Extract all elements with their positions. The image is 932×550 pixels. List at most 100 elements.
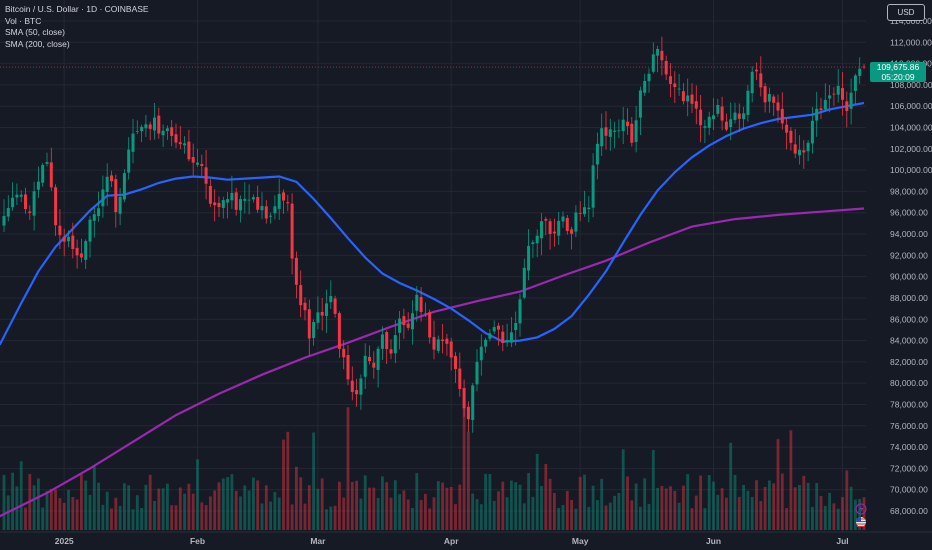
lightning-icon[interactable] xyxy=(855,503,867,515)
candle xyxy=(333,295,337,318)
volume-bar xyxy=(510,480,513,530)
candle-body xyxy=(131,133,135,152)
candle xyxy=(19,190,23,202)
candle xyxy=(174,123,178,149)
candle-body xyxy=(247,199,251,201)
volume-bar xyxy=(295,466,298,530)
candle xyxy=(724,113,728,132)
volume-indicator-label[interactable]: Vol · BTC xyxy=(5,15,42,26)
symbol-title[interactable]: Bitcoin / U.S. Dollar · 1D · COINBASE xyxy=(5,4,149,14)
candle-body xyxy=(484,339,488,347)
candle xyxy=(690,83,694,113)
candle xyxy=(161,124,165,147)
candle xyxy=(398,310,402,350)
candle xyxy=(798,135,801,165)
price-tick-label: 98,000.00 xyxy=(890,186,928,196)
candle xyxy=(836,68,840,103)
candle-body xyxy=(415,294,419,311)
candle xyxy=(385,330,389,364)
currency-button[interactable]: USD xyxy=(887,4,925,21)
volume-bar xyxy=(368,487,371,530)
candle-body xyxy=(88,219,92,242)
candle xyxy=(290,193,294,275)
candle xyxy=(84,239,88,269)
candlesticks[interactable] xyxy=(2,36,866,433)
candle-body xyxy=(75,247,79,256)
candle xyxy=(303,297,307,321)
volume-bar xyxy=(148,474,152,530)
last-price-label: 109,675.86 05:20:09 xyxy=(870,62,926,83)
volume-bar xyxy=(737,496,741,530)
us-flag-icon[interactable] xyxy=(856,517,866,528)
sma-200-label[interactable]: SMA (200, close) xyxy=(5,38,70,49)
time-axis[interactable]: 2025 Feb Mar Apr May Jun Jul xyxy=(55,536,849,546)
sma-50-label[interactable]: SMA (50, close) xyxy=(5,27,65,37)
candle-body xyxy=(531,242,535,244)
candle-body xyxy=(84,241,88,260)
candle xyxy=(135,120,139,135)
price-tick-label: 106,000.00 xyxy=(890,101,932,111)
candle-body xyxy=(385,332,389,350)
candle-body xyxy=(479,346,483,361)
volume-bar xyxy=(110,508,113,530)
candle xyxy=(591,153,595,218)
candle-body xyxy=(849,92,853,109)
candle xyxy=(841,72,844,116)
volume-bar xyxy=(548,478,552,530)
candle xyxy=(325,289,328,333)
volume-bar xyxy=(819,496,823,530)
candle-body xyxy=(441,339,445,342)
volume-bar xyxy=(273,492,277,530)
candle-body xyxy=(217,202,221,208)
candle xyxy=(114,174,118,228)
candle-body xyxy=(372,362,376,368)
sma-200-line xyxy=(0,207,865,518)
candle xyxy=(337,311,341,358)
candle-body xyxy=(105,176,109,192)
candle xyxy=(368,345,371,365)
candle xyxy=(282,189,285,214)
candle xyxy=(475,349,479,392)
volume-bar xyxy=(742,484,745,530)
candle-body xyxy=(187,141,191,160)
candle-body xyxy=(828,95,832,99)
candle xyxy=(165,125,169,140)
candle-body xyxy=(19,194,23,197)
candle xyxy=(419,287,423,322)
candle-body xyxy=(380,334,384,349)
volume-bar xyxy=(828,492,831,530)
candle xyxy=(651,42,655,74)
volume-bar xyxy=(479,504,483,530)
volume-bar xyxy=(183,493,186,530)
candle-body xyxy=(15,194,19,198)
candle xyxy=(810,107,814,154)
candle xyxy=(54,184,58,236)
candle-body xyxy=(595,143,599,165)
candle-body xyxy=(669,76,672,84)
candle xyxy=(454,351,457,383)
time-tick-label: Mar xyxy=(310,536,326,546)
volume-bar xyxy=(97,482,100,530)
candle xyxy=(471,383,475,433)
candle xyxy=(669,63,672,98)
volume-bar xyxy=(815,483,819,530)
candle-body xyxy=(269,215,273,217)
volume-bar xyxy=(286,431,290,530)
volume-bar xyxy=(759,501,763,530)
volume-bar xyxy=(660,485,664,530)
candle xyxy=(62,228,66,257)
candle xyxy=(307,299,311,356)
chart-legend: Bitcoin / U.S. Dollar · 1D · COINBASE Vo… xyxy=(5,4,149,50)
price-tick-label: 72,000.00 xyxy=(890,463,928,473)
volume-bar xyxy=(750,496,754,530)
candle-body xyxy=(557,220,561,236)
volume-bar xyxy=(634,483,638,530)
candle-body xyxy=(196,162,199,165)
candle xyxy=(24,187,27,214)
candle xyxy=(458,352,462,397)
candle xyxy=(613,121,617,149)
price-tick-label: 100,000.00 xyxy=(890,165,932,175)
candle-body xyxy=(759,73,763,88)
volume-bar xyxy=(363,475,367,530)
